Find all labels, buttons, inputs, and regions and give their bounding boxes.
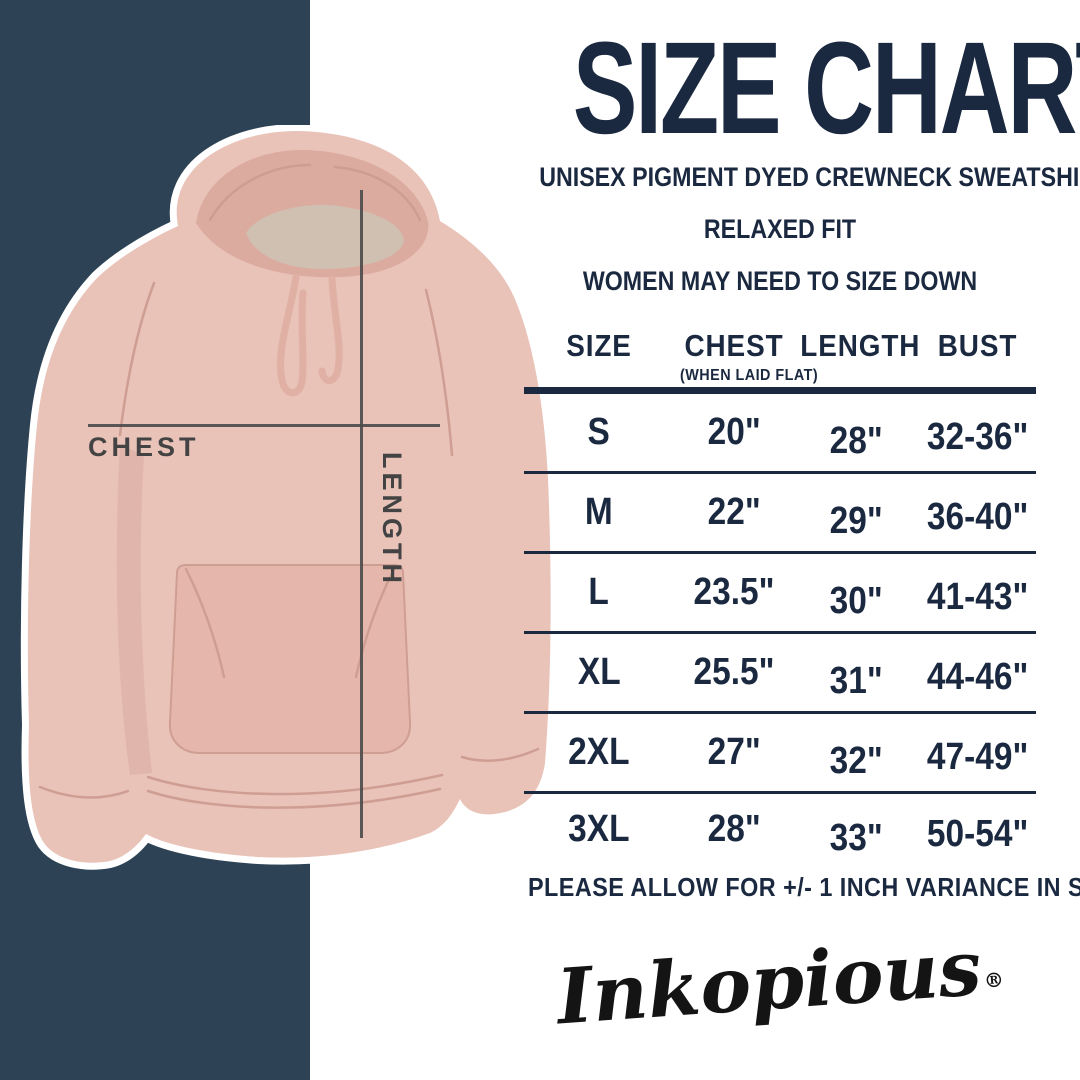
bust-cell: 44-46" [926, 656, 1029, 698]
size-cell: S [587, 411, 611, 453]
cuff-stitch-right [460, 747, 540, 762]
registered-trademark-icon: ® [983, 967, 1005, 993]
table-row: L 23.5" 30" 41-43" [524, 554, 1036, 634]
column-header-size: SIZE [566, 328, 632, 363]
length-measure-label: LENGTH [377, 452, 407, 587]
length-cell: 29" [829, 500, 884, 542]
page-title: SIZE CHART [572, 14, 1080, 161]
armhole-seam-left [118, 281, 156, 437]
size-table: SIZE CHEST (WHEN LAID FLAT) LENGTH BUST … [524, 320, 1036, 864]
hood-fold-line-left [208, 163, 312, 222]
chest-cell: 22" [707, 491, 761, 533]
length-cell: 32" [829, 740, 884, 782]
bust-cell: 36-40" [926, 496, 1029, 538]
length-cell: 28" [829, 420, 884, 462]
drawstring-left [277, 273, 307, 397]
length-cell: 31" [829, 660, 884, 702]
size-cell: 2XL [568, 731, 630, 773]
hem-stitch-2 [146, 787, 442, 809]
collar-inner [246, 204, 404, 269]
table-row: M 22" 29" 36-40" [524, 474, 1036, 554]
hoodie-silhouette [20, 125, 558, 870]
column-header-bust: BUST [937, 328, 1018, 363]
chest-cell: 23.5" [693, 571, 775, 613]
bust-cell: 50-54" [926, 812, 1029, 855]
chest-measure-label: CHEST [88, 432, 200, 462]
bust-cell: 32-36" [926, 416, 1029, 458]
size-cell: L [588, 571, 610, 613]
chest-cell: 20" [707, 411, 761, 453]
table-row: XL 25.5" 31" 44-46" [524, 634, 1036, 714]
cuff-stitch-left [38, 785, 130, 799]
subtitle-sizing-advice: WOMEN MAY NEED TO SIZE DOWN [582, 266, 978, 296]
drawstring-right [318, 275, 343, 384]
length-measure-line [360, 190, 363, 838]
chest-cell: 28" [707, 807, 761, 850]
chest-measure-line [88, 424, 440, 427]
variance-note: PLEASE ALLOW FOR +/- 1 INCH VARIANCE IN … [528, 872, 1080, 902]
chest-cell: 25.5" [693, 651, 775, 693]
size-cell: XL [577, 651, 621, 693]
subtitle-product: UNISEX PIGMENT DYED CREWNECK SWEATSHIRT [539, 162, 1080, 192]
size-cell: 3XL [568, 807, 630, 850]
hood-fold-line-right [333, 165, 422, 222]
pocket-opening-left [184, 567, 226, 679]
brand-logo-text: Inkopious [553, 923, 985, 1042]
armhole-seam-right [424, 288, 454, 457]
hoodie-photo [20, 125, 558, 870]
column-header-chest: CHEST (WHEN LAID FLAT) [680, 328, 819, 385]
size-table-header: SIZE CHEST (WHEN LAID FLAT) LENGTH BUST [524, 320, 1036, 394]
table-row: 2XL 27" 32" 47-49" [524, 714, 1036, 794]
size-cell: M [585, 491, 613, 533]
hem-stitch-1 [146, 773, 444, 796]
brand-logo: Inkopious® [498, 918, 1063, 1046]
hoodie-shading [116, 445, 152, 775]
subtitle-fit: RELAXED FIT [703, 214, 857, 244]
table-row: 3XL 28" 33" 50-54" [524, 794, 1036, 864]
table-row: S 20" 28" 32-36" [524, 394, 1036, 474]
column-header-chest-label: CHEST [684, 328, 784, 363]
chest-cell: 27" [707, 731, 761, 773]
info-panel: SIZE CHART UNISEX PIGMENT DYED CREWNECK … [498, 0, 1080, 1080]
length-cell: 30" [829, 580, 884, 622]
length-cell: 33" [829, 816, 884, 859]
column-header-chest-note: (WHEN LAID FLAT) [680, 367, 819, 384]
bust-cell: 41-43" [926, 576, 1029, 618]
column-header-length: LENGTH [800, 328, 921, 363]
kangaroo-pocket [168, 564, 412, 754]
bust-cell: 47-49" [926, 736, 1029, 778]
pocket-opening-right [354, 567, 396, 679]
